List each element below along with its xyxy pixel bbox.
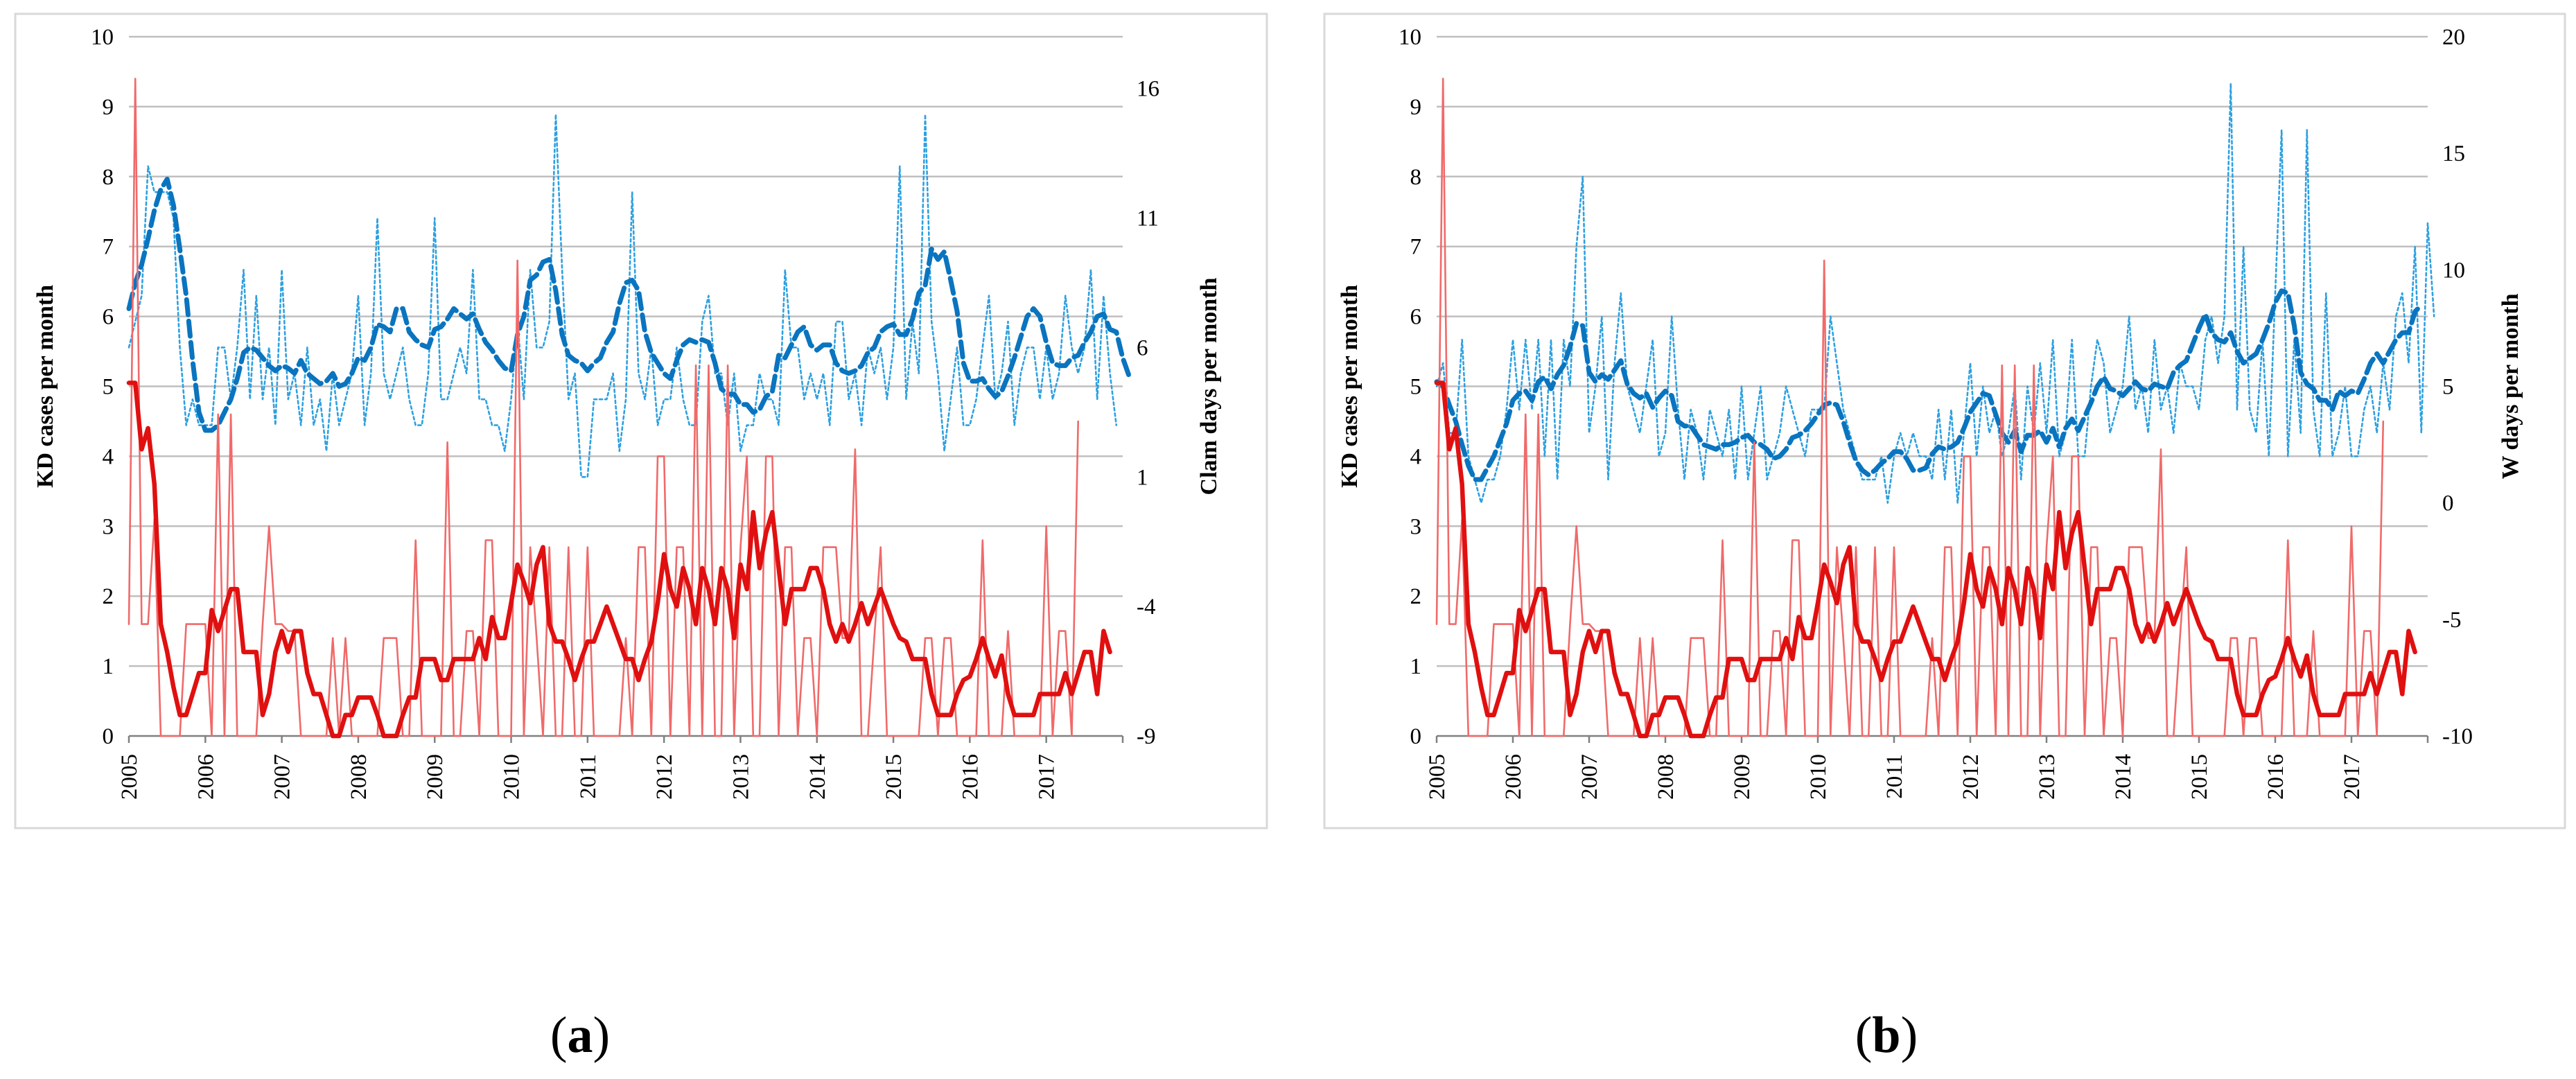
x-tick-label: 2016: [2263, 754, 2288, 800]
y-tick-label: 5: [103, 375, 114, 400]
x-tick-label: 2008: [1654, 754, 1679, 800]
x-tick-label: 2008: [347, 754, 371, 800]
y-tick-label: 0: [1410, 724, 1422, 749]
series-line: [126, 177, 1132, 433]
y2-tick-label: -5: [2442, 608, 2462, 633]
y2-tick-label: -4: [1137, 595, 1156, 620]
x-tick-label: 2012: [652, 754, 677, 800]
y2-axis-title: W days per month: [2498, 293, 2523, 479]
y2-tick-label: 6: [1137, 335, 1148, 360]
y2-tick-label: 10: [2442, 258, 2465, 283]
x-tick-label: 2014: [805, 754, 830, 800]
y-tick-label: 4: [1410, 444, 1422, 469]
x-tick-label: 2006: [1501, 754, 1526, 800]
y-tick-label: 7: [1410, 235, 1422, 260]
y2-tick-label: -10: [2442, 724, 2473, 749]
y-tick-label: 4: [103, 444, 114, 469]
x-tick-label: 2011: [576, 754, 601, 799]
panel-b: 0 1 2 3 4 5 6 7 8 9 10 -10 -5 0 5 10 15 20 2005 2006 2007 200…: [1288, 0, 2576, 1079]
y-tick-label: 8: [103, 165, 114, 190]
panel-label-b: (b): [1855, 1007, 1918, 1064]
x-tick-label: 2013: [728, 754, 753, 800]
y2-tick-label: 16: [1137, 77, 1159, 102]
x-tick-label: 2009: [1730, 754, 1755, 800]
y-tick-label: 3: [103, 514, 114, 539]
series-line: [128, 113, 1118, 478]
y2-tick-label: 1: [1137, 465, 1148, 490]
series-line: [128, 78, 1079, 737]
x-tick-label: 2017: [2340, 754, 2365, 800]
y-axis-title: KD cases per month: [33, 285, 58, 488]
x-tick-label: 2011: [1882, 754, 1907, 799]
y-tick-label: 6: [103, 305, 114, 330]
y-tick-label: 6: [1410, 305, 1422, 330]
x-tick-label: 2005: [117, 754, 142, 800]
y-tick-label: 2: [1410, 584, 1422, 609]
x-tick-label: 2006: [193, 754, 218, 800]
series-line: [1435, 82, 2435, 505]
x-tick-label: 2012: [1959, 754, 1983, 800]
y-tick-label: 7: [103, 235, 114, 260]
series-line: [1434, 288, 2424, 482]
y2-tick-label: 0: [2442, 491, 2454, 516]
panel-label-a: (a): [550, 1007, 611, 1064]
y2-tick-label: 15: [2442, 141, 2465, 166]
y-tick-label: 0: [103, 724, 114, 749]
y-tick-label: 8: [1410, 165, 1422, 190]
y2-tick-label: 5: [2442, 375, 2454, 400]
x-tick-label: 2015: [882, 754, 906, 800]
x-tick-label: 2007: [270, 754, 295, 800]
y2-tick-label: 20: [2442, 25, 2465, 50]
chart-b: 0 1 2 3 4 5 6 7 8 9 10 -10 -5 0 5 10 15 20 2005 2006 2007 200…: [1323, 12, 2566, 830]
x-tick-label: 2009: [423, 754, 448, 800]
x-tick-label: 2015: [2187, 754, 2212, 800]
x-tick-label: 2016: [958, 754, 983, 800]
y-tick-label: 9: [1410, 95, 1422, 120]
y-tick-label: 9: [103, 95, 114, 120]
x-tick-label: 2010: [500, 754, 525, 800]
panel-a: 0 1 2 3 4 5 6 7 8 9 10 -9 -4 1 6 11 16 2005 2006 2007 2008 20…: [14, 12, 1268, 1064]
series-line: [126, 380, 1112, 739]
series-line: [1435, 78, 2385, 737]
x-tick-label: 2007: [1577, 754, 1602, 800]
x-tick-label: 2014: [2111, 754, 2136, 800]
series-line: [1434, 380, 2417, 739]
y2-tick-label: -9: [1137, 724, 1156, 749]
y-tick-label: 10: [1399, 25, 1421, 50]
x-tick-label: 2017: [1035, 754, 1060, 800]
x-tick-label: 2005: [1425, 754, 1450, 800]
y-tick-label: 10: [91, 25, 114, 50]
y-tick-label: 1: [1410, 654, 1422, 679]
y-tick-label: 2: [103, 584, 114, 609]
x-tick-label: 2013: [2035, 754, 2060, 800]
y-tick-label: 1: [103, 654, 114, 679]
y2-tick-label: 11: [1137, 207, 1159, 231]
y-tick-label: 3: [1410, 514, 1422, 539]
y-axis-title: KD cases per month: [1337, 285, 1363, 488]
x-tick-label: 2010: [1806, 754, 1831, 800]
y2-axis-title: Clam days per month: [1196, 277, 1222, 495]
y-tick-label: 5: [1410, 375, 1422, 400]
